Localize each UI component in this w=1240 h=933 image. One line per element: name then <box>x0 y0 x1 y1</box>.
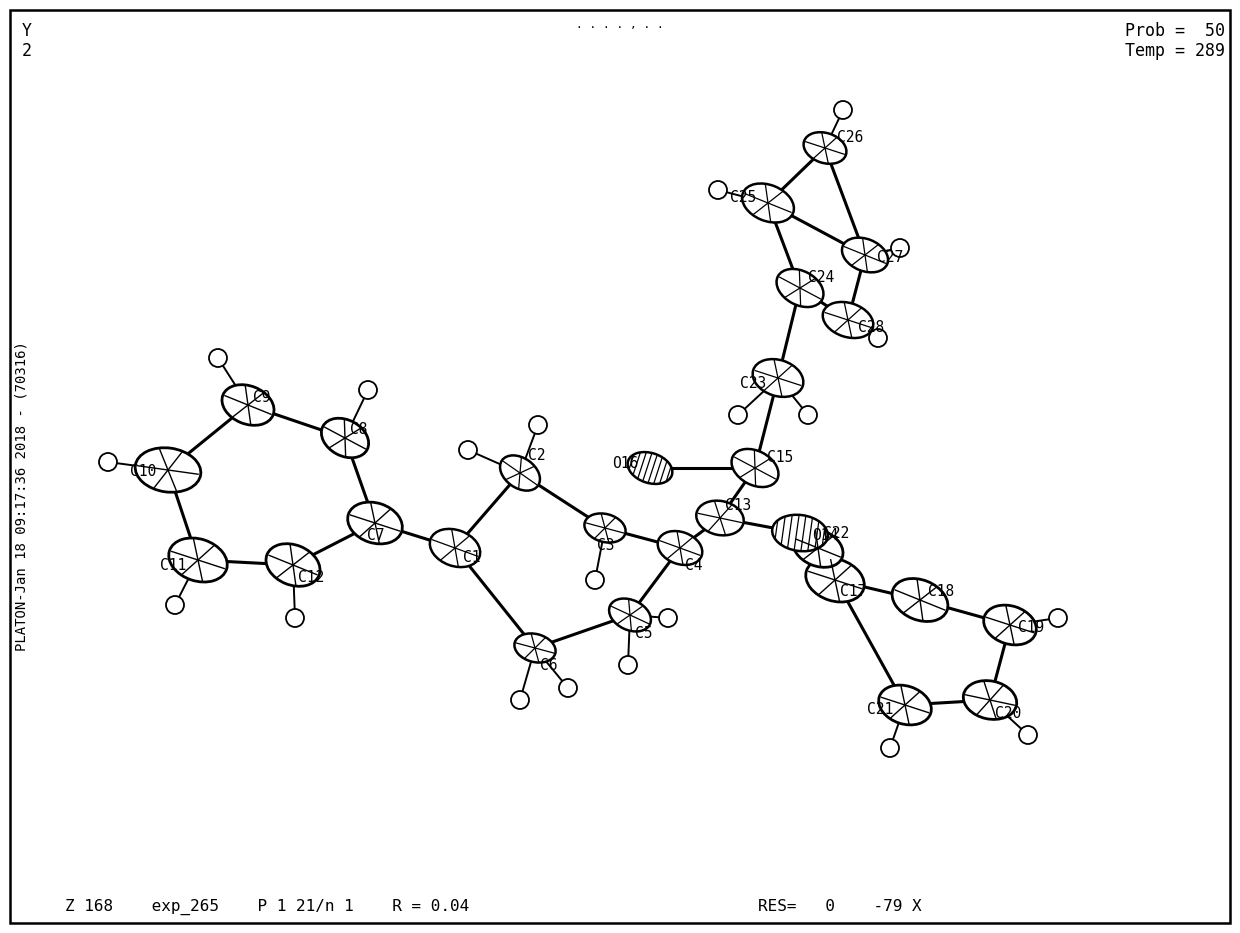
Text: C12: C12 <box>298 569 324 584</box>
Text: C3: C3 <box>596 538 615 553</box>
Text: Temp = 289: Temp = 289 <box>1125 42 1225 60</box>
Circle shape <box>619 656 637 674</box>
Text: C7: C7 <box>367 527 384 542</box>
Text: C17: C17 <box>839 584 867 600</box>
Circle shape <box>459 441 477 459</box>
Circle shape <box>210 349 227 367</box>
Circle shape <box>799 406 817 424</box>
Text: C27: C27 <box>877 249 903 264</box>
Text: Y: Y <box>22 22 32 40</box>
Text: C26: C26 <box>837 131 863 146</box>
Ellipse shape <box>347 502 402 544</box>
Text: C21: C21 <box>867 703 893 717</box>
Text: C6: C6 <box>539 659 558 674</box>
Ellipse shape <box>609 599 651 632</box>
Text: O16: O16 <box>613 455 639 470</box>
Text: C23: C23 <box>740 375 766 391</box>
Ellipse shape <box>879 685 931 725</box>
Text: C22: C22 <box>823 526 849 541</box>
Text: 2: 2 <box>22 42 32 60</box>
Circle shape <box>729 406 746 424</box>
Ellipse shape <box>742 184 794 222</box>
Ellipse shape <box>753 359 804 397</box>
Text: C18: C18 <box>928 584 955 600</box>
Text: PLATON-Jan 18 09:17:36 2018 - (70316): PLATON-Jan 18 09:17:36 2018 - (70316) <box>15 341 29 651</box>
Text: C11: C11 <box>160 558 186 573</box>
Ellipse shape <box>773 515 828 551</box>
Ellipse shape <box>963 680 1017 719</box>
Ellipse shape <box>500 455 539 491</box>
Ellipse shape <box>792 529 843 567</box>
Text: C8: C8 <box>350 423 367 438</box>
Circle shape <box>587 571 604 589</box>
Circle shape <box>99 453 117 471</box>
Text: O14: O14 <box>812 527 838 542</box>
Text: C2: C2 <box>528 448 546 463</box>
Circle shape <box>880 739 899 757</box>
Ellipse shape <box>804 132 847 164</box>
Circle shape <box>511 691 529 709</box>
Ellipse shape <box>822 302 873 338</box>
Ellipse shape <box>696 501 744 536</box>
Text: C20: C20 <box>994 706 1022 721</box>
Text: C15: C15 <box>768 451 794 466</box>
Text: C19: C19 <box>1018 620 1044 634</box>
Ellipse shape <box>265 544 320 586</box>
Ellipse shape <box>430 529 480 567</box>
Circle shape <box>166 596 184 614</box>
Ellipse shape <box>842 238 888 272</box>
Circle shape <box>658 609 677 627</box>
Text: Z 168    exp_265    P 1 21/n 1    R = 0.04                              RES=   0: Z 168 exp_265 P 1 21/n 1 R = 0.04 RES= 0 <box>64 898 921 915</box>
Circle shape <box>286 609 304 627</box>
Circle shape <box>1019 726 1037 744</box>
Ellipse shape <box>515 634 556 662</box>
Ellipse shape <box>169 538 227 582</box>
Circle shape <box>1049 609 1066 627</box>
Circle shape <box>869 329 887 347</box>
Text: C4: C4 <box>684 559 703 574</box>
Text: C13: C13 <box>725 498 751 513</box>
Circle shape <box>360 381 377 399</box>
Ellipse shape <box>892 578 947 621</box>
Ellipse shape <box>983 606 1037 645</box>
Ellipse shape <box>657 531 702 565</box>
Text: C5: C5 <box>635 625 652 640</box>
Circle shape <box>835 101 852 119</box>
Ellipse shape <box>321 418 368 458</box>
Text: Prob =  50: Prob = 50 <box>1125 22 1225 40</box>
Text: C9: C9 <box>253 389 270 405</box>
Ellipse shape <box>135 448 201 493</box>
Ellipse shape <box>776 269 823 307</box>
Ellipse shape <box>584 513 626 543</box>
Circle shape <box>559 679 577 697</box>
Circle shape <box>529 416 547 434</box>
Ellipse shape <box>222 384 274 425</box>
Text: C25: C25 <box>730 190 756 205</box>
Text: C10: C10 <box>130 465 156 480</box>
Ellipse shape <box>806 558 864 602</box>
Ellipse shape <box>732 449 779 487</box>
Text: C1: C1 <box>463 550 481 565</box>
Ellipse shape <box>627 453 672 484</box>
Circle shape <box>709 181 727 199</box>
Text: . . . . , . .: . . . . , . . <box>577 20 663 30</box>
Circle shape <box>892 239 909 257</box>
Text: C28: C28 <box>858 319 884 335</box>
Text: C24: C24 <box>808 271 835 285</box>
